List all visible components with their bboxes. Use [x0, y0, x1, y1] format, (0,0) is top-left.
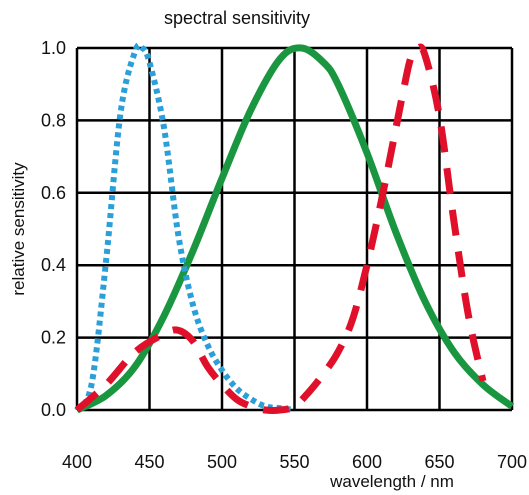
x-tick-label: 550	[279, 452, 309, 472]
x-tick-label: 450	[134, 452, 164, 472]
x-tick-label: 400	[62, 452, 92, 472]
series-line-dashed	[74, 43, 487, 414]
x-tick-label: 500	[207, 452, 237, 472]
y-tick-label: 0.6	[41, 183, 66, 203]
y-axis-title: relative sensitivity	[9, 162, 28, 296]
chart-title: spectral sensitivity	[164, 8, 310, 28]
series-line-dotted	[74, 42, 295, 413]
y-tick-label: 0.8	[41, 110, 66, 130]
x-tick-label: 600	[352, 452, 382, 472]
x-tick-label: 700	[497, 452, 527, 472]
y-tick-label: 0.2	[41, 328, 66, 348]
series-group	[74, 42, 515, 414]
series-line-solid	[75, 44, 515, 414]
y-tick-label: 0.0	[41, 400, 66, 420]
y-tick-label: 0.4	[41, 255, 66, 275]
x-axis-title: wavelength / nm	[329, 472, 454, 491]
x-tick-labels: 400 450 500 550 600 650 700	[62, 452, 527, 472]
x-tick-label: 650	[424, 452, 454, 472]
y-tick-label: 1.0	[41, 38, 66, 58]
y-tick-labels: 0.0 0.2 0.4 0.6 0.8 1.0	[41, 38, 66, 420]
